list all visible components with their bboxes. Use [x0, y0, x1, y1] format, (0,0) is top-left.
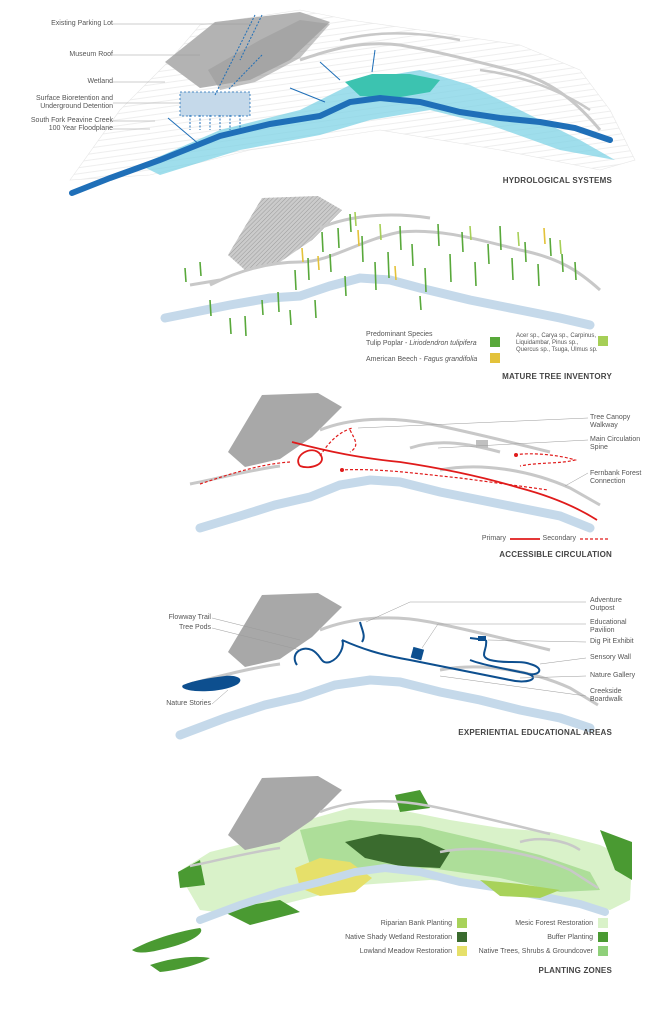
- legend-swatch-mesic: [598, 918, 608, 928]
- legend-beech-common: American Beech -: [366, 356, 424, 363]
- legend-swatch-others: [598, 336, 608, 346]
- primary-route: [291, 441, 598, 521]
- title-educational: EXPERIENTIAL EDUCATIONAL AREAS: [458, 728, 612, 737]
- circ-building: [228, 393, 342, 467]
- legend-buffer: Buffer Planting: [547, 934, 593, 941]
- plant-river: [196, 863, 609, 924]
- circ-node: [476, 440, 488, 448]
- label-nature-gallery: Nature Gallery: [590, 672, 636, 679]
- legend-swatch-tulip: [490, 337, 500, 347]
- label-creekside-2: Boardwalk: [590, 696, 623, 703]
- circulation-panel: [189, 393, 610, 540]
- hydro-leaders: [113, 23, 255, 130]
- edu-river: [175, 675, 595, 740]
- label-pavilion-1: Educational: [590, 619, 627, 626]
- hydro-paths-2: [339, 32, 591, 112]
- label-creek: South Fork Peavine Creek: [30, 117, 113, 124]
- label-spine-1: Main Circulation: [590, 436, 641, 443]
- legend-tulip-latin: Liriodendron tulipifera: [409, 340, 477, 347]
- edu-leaders: [211, 601, 587, 705]
- legend-swatch-riparian: [457, 918, 467, 928]
- edu-building: [228, 593, 342, 667]
- trees-panel: [160, 196, 608, 363]
- legend-others-3: Quercus sp., Tsuga, Ulmus sp.: [516, 347, 598, 353]
- label-canopy-2: Walkway: [590, 422, 618, 429]
- title-hydrological: HYDROLOGICAL SYSTEMS: [502, 176, 612, 185]
- route-node: [514, 453, 518, 457]
- label-adventure-2: Outpost: [590, 605, 615, 612]
- legend-secondary: Secondary: [542, 535, 576, 542]
- legend-swatch-native: [598, 946, 608, 956]
- label-bioretention-1: Surface Bioretention and: [35, 95, 113, 102]
- legend-swatch-beech: [490, 353, 500, 363]
- label-floodplain: 100 Year Floodplane: [48, 125, 113, 132]
- hydro-runoff-arrows: [167, 49, 376, 146]
- legend-primary: Primary: [481, 535, 506, 542]
- edu-nature-stories: [182, 675, 241, 692]
- legend-header: Predominant Species: [366, 331, 433, 338]
- hydro-creek: [69, 94, 613, 196]
- label-bioretention-2: Underground Detention: [40, 103, 113, 110]
- edu-pavilion: [410, 646, 425, 661]
- trees-river: [160, 273, 595, 330]
- label-wetland: Wetland: [87, 78, 113, 85]
- legend-others-2: Liquidambar, Pinus sp.,: [516, 340, 579, 346]
- hydro-panel: [69, 9, 636, 196]
- legend-mesic: Mesic Forest Restoration: [515, 920, 593, 927]
- title-planting: PLANTING ZONES: [538, 966, 612, 975]
- legend-riparian: Riparian Bank Planting: [380, 920, 452, 927]
- legend-swatch-meadow: [457, 946, 467, 956]
- secondary-route: [199, 427, 578, 491]
- label-fernbank-1: Fernbank Forest: [590, 470, 642, 477]
- hydro-wetland: [345, 74, 440, 98]
- edu-trails: [293, 621, 541, 683]
- legend-meadow: Lowland Meadow Restoration: [359, 948, 452, 955]
- trees-markers-green: [184, 213, 577, 337]
- trees-markers-yellow: [301, 227, 546, 281]
- trees-building-fill: [228, 196, 342, 270]
- route-node-2: [340, 468, 344, 472]
- circ-paths: [189, 417, 601, 507]
- circ-leaders: [357, 417, 589, 487]
- plant-shady-wetland: [345, 834, 450, 868]
- hydro-parking-lot: [208, 20, 330, 90]
- label-adventure-1: Adventure: [590, 597, 622, 604]
- legend-shady-wetland: Native Shady Wetland Restoration: [345, 934, 452, 941]
- label-fernbank-2: Connection: [590, 478, 626, 485]
- plant-paths: [189, 799, 599, 890]
- edu-dig-pit: [478, 636, 486, 641]
- title-mature-trees: MATURE TREE INVENTORY: [502, 372, 612, 381]
- label-spine-2: Spine: [590, 444, 608, 451]
- hydro-flow-arrows: [189, 14, 263, 130]
- label-pavilion-2: Pavilion: [590, 627, 615, 634]
- legend-tulip-common: Tulip Poplar -: [366, 340, 410, 347]
- legend-beech-latin: Fagus grandifolia: [423, 356, 478, 363]
- legend-beech: American Beech - Fagus grandifolia: [366, 356, 477, 364]
- label-nature-stories: Nature Stories: [166, 700, 211, 707]
- legend-native: Native Trees, Shrubs & Groundcover: [478, 948, 593, 955]
- trees-markers-lime: [354, 211, 562, 255]
- label-sensory-wall: Sensory Wall: [590, 654, 631, 661]
- label-flowway-trail: Flowway Trail: [168, 614, 211, 621]
- plant-riparian: [480, 880, 560, 898]
- legend-tulip: Tulip Poplar - Liriodendron tulipifera: [366, 340, 477, 348]
- plant-building: [228, 776, 342, 850]
- planting-panel: [132, 776, 632, 972]
- education-panel: [175, 593, 599, 740]
- circ-river: [195, 475, 595, 533]
- label-tree-pods: Tree Pods: [178, 624, 211, 631]
- label-museum-roof: Museum Roof: [69, 51, 113, 58]
- label-canopy-1: Tree Canopy: [590, 414, 631, 421]
- legend-others-1: Acer sp., Carya sp., Carpinus,: [516, 333, 597, 339]
- legend-swatch-buffer: [598, 932, 608, 942]
- label-parking-lot: Existing Parking Lot: [51, 20, 113, 27]
- hydro-bioretention: [179, 91, 251, 117]
- plant-outlier-buffer: [132, 928, 210, 972]
- label-creekside-1: Creekside: [590, 688, 622, 695]
- legend-swatch-shady: [457, 932, 467, 942]
- title-circulation: ACCESSIBLE CIRCULATION: [499, 550, 612, 559]
- label-dig-pit: Dig Pit Exhibit: [590, 638, 634, 645]
